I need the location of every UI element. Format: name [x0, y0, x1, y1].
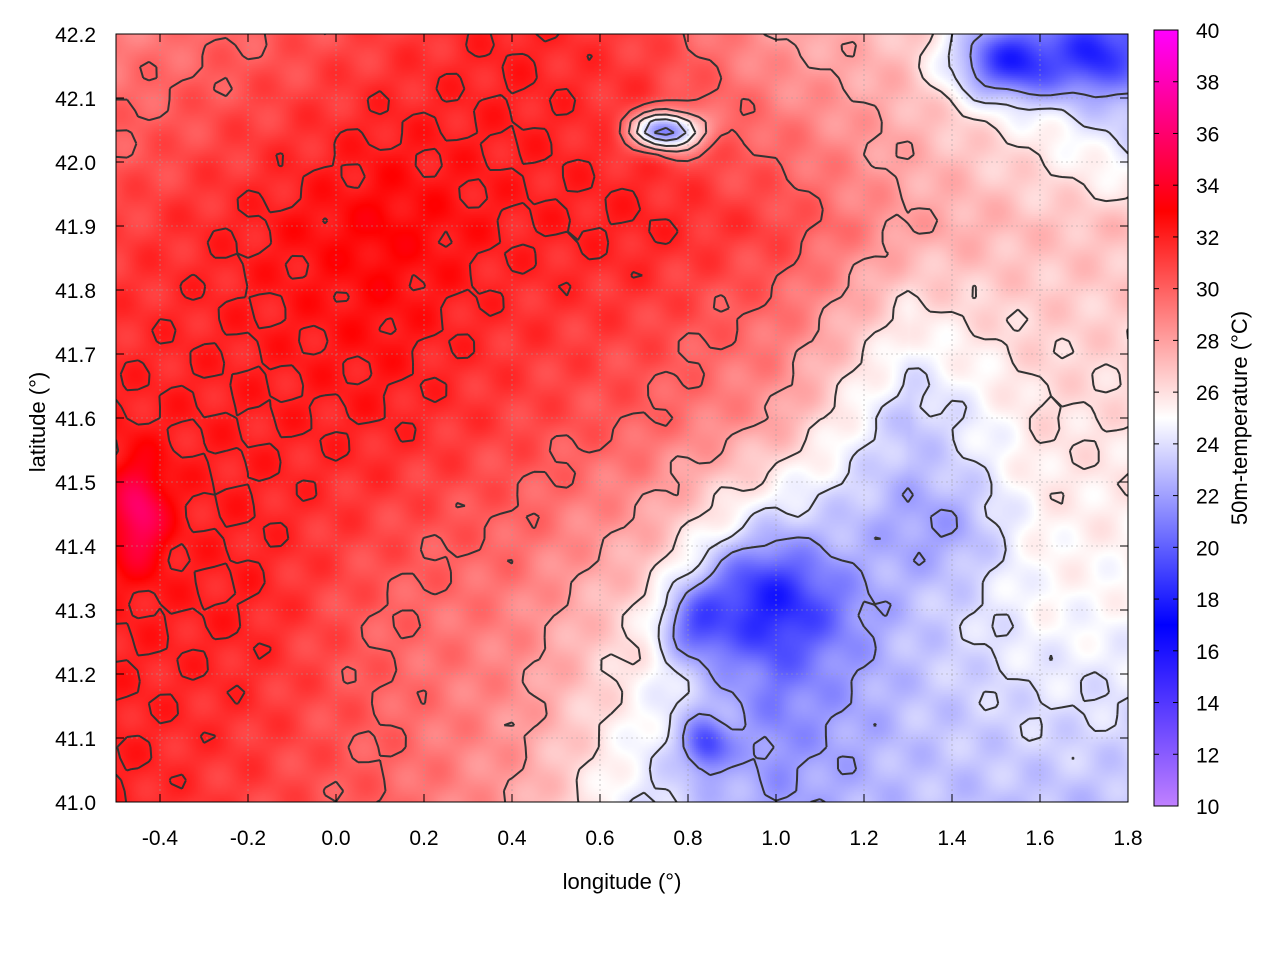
x-tick-label: 1.6 — [1025, 827, 1054, 850]
colorbar-tick-label: 20 — [1196, 537, 1219, 560]
colorbar-gradient — [1153, 29, 1179, 807]
x-tick-label: 1.4 — [937, 827, 967, 850]
x-tick-label: 0.2 — [409, 827, 438, 850]
colorbar-tick-label: 36 — [1196, 123, 1219, 146]
colorbar-tick-label: 16 — [1196, 641, 1219, 664]
y-tick-label: 41.1 — [55, 728, 96, 751]
contour-line — [116, 34, 824, 802]
colorbar-tick-label: 10 — [1196, 796, 1219, 819]
y-axis-label: latitude (°) — [25, 372, 50, 473]
colorbar-tick-label: 28 — [1196, 330, 1219, 353]
x-axis-ticks: -0.4 -0.2 0.0 0.2 0.4 0.6 0.8 1.0 1.2 1.4 1.6 1.8 — [142, 34, 1143, 850]
colorbar-label: 50m-temperature (°C) — [1227, 311, 1252, 525]
x-tick-label: -0.4 — [142, 827, 179, 850]
x-tick-label: 1.0 — [761, 827, 790, 850]
x-axis-label: longitude (°) — [563, 869, 682, 894]
colorbar-tick-label: 18 — [1196, 589, 1219, 612]
y-tick-label: 41.6 — [55, 408, 96, 431]
x-tick-label: 0.8 — [673, 827, 702, 850]
colorbar-tick-label: 12 — [1196, 744, 1219, 767]
y-tick-label: 41.4 — [55, 536, 96, 559]
y-tick-label: 42.1 — [55, 88, 96, 111]
colorbar-tick-label: 26 — [1196, 382, 1219, 405]
contour-line — [653, 34, 1128, 802]
colorbar-tick-label: 40 — [1196, 20, 1219, 43]
y-tick-label: 41.3 — [55, 600, 96, 623]
y-tick-label: 41.8 — [55, 280, 96, 303]
contour-line — [628, 34, 1128, 802]
colorbar-tick-label: 32 — [1196, 227, 1219, 250]
y-tick-label: 41.5 — [55, 472, 96, 495]
x-tick-label: 0.0 — [321, 827, 350, 850]
colorbar-tick-label: 34 — [1196, 175, 1220, 198]
y-tick-label: 42.2 — [55, 24, 96, 47]
x-tick-label: 1.8 — [1113, 827, 1142, 850]
colorbar-tick-label: 38 — [1196, 72, 1219, 95]
x-tick-label: 0.4 — [497, 827, 527, 850]
colorbar-tick-label: 30 — [1196, 279, 1219, 302]
contour-line — [575, 34, 1128, 802]
contour-line — [502, 34, 939, 802]
y-tick-label: 41.0 — [55, 792, 96, 815]
y-tick-label: 41.7 — [55, 344, 96, 367]
colorbar-tick-label: 22 — [1196, 486, 1219, 509]
x-tick-label: -0.2 — [230, 827, 266, 850]
x-tick-label: 1.2 — [849, 827, 878, 850]
colorbar-tick-label: 24 — [1196, 434, 1220, 457]
x-tick-label: 0.6 — [585, 827, 614, 850]
colorbar-ticks: 10 12 14 16 18 20 22 24 26 28 30 32 34 36 38 40 — [1154, 20, 1220, 819]
colorbar: 10 12 14 16 18 20 22 24 26 28 30 32 34 36 38 40 50m-tem… — [1153, 20, 1252, 819]
contour-line — [116, 34, 679, 802]
y-tick-label: 41.2 — [55, 664, 96, 687]
y-tick-label: 41.9 — [55, 216, 96, 239]
y-axis-ticks: 41.0 41.1 41.2 41.3 41.4 41.5 41.6 41.7 41.8 41.9… — [55, 24, 1128, 815]
colorbar-tick-label: 14 — [1196, 693, 1220, 716]
contour-lines — [116, 34, 1128, 802]
y-tick-label: 42.0 — [55, 152, 96, 175]
